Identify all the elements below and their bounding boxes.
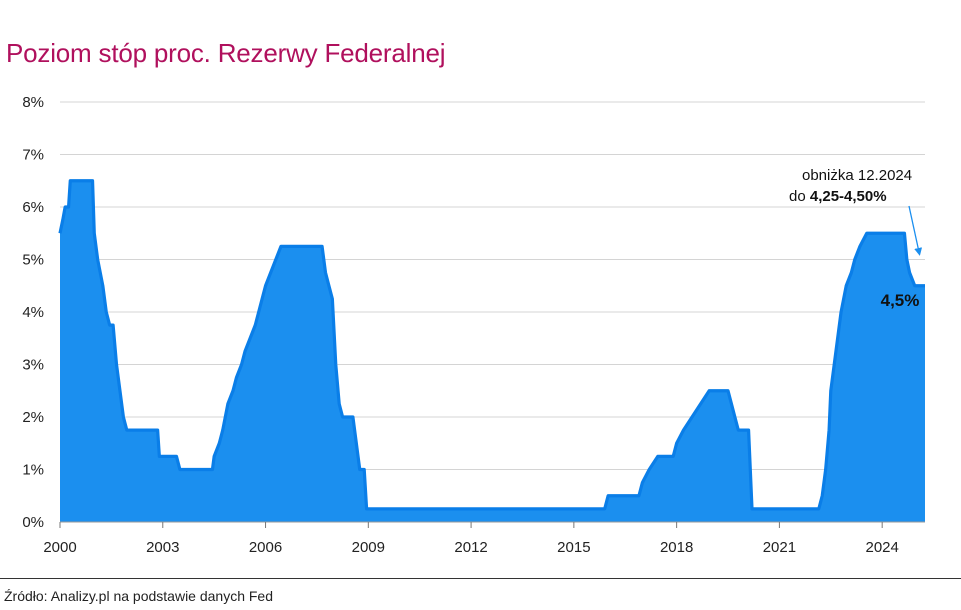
- rate-series: [58, 179, 925, 522]
- x-tick-label: 2000: [43, 539, 76, 556]
- x-tick-label: 2018: [660, 539, 693, 556]
- x-tick-label: 2009: [352, 539, 385, 556]
- y-tick-label: 4%: [22, 304, 44, 321]
- last-value-label: 4,5%: [881, 291, 920, 310]
- x-tick-label: 2006: [249, 539, 282, 556]
- x-axis: 2000 2003 2006 2009 2012 2015 2018 2021 2024: [43, 521, 925, 556]
- rate-line: [58, 179, 925, 511]
- rate-area-fill: [60, 180, 925, 522]
- x-tick-label: 2021: [763, 539, 796, 556]
- y-tick-label: 0%: [22, 514, 44, 531]
- annotation-arrow: [908, 205, 923, 256]
- y-tick-label: 2%: [22, 409, 44, 426]
- y-axis: 0% 1% 2% 3% 4% 5% 6% 7% 8%: [22, 94, 44, 531]
- gridlines: [60, 101, 925, 470]
- footer-divider: [0, 578, 961, 579]
- annotation-line1: obniżka 12.2024: [802, 167, 912, 184]
- annotation: obniżka 12.2024 do 4,25-4,50% 4,5%: [789, 167, 923, 310]
- chart-canvas: 0%1%2%3%4%5%6%7%8% 2000 2003 2006 2009 2012 2…: [22, 94, 925, 556]
- y-tick-label: 6%: [22, 199, 44, 216]
- annotation-line2-prefix: do: [789, 188, 810, 205]
- chart-title: Poziom stóp proc. Rezerwy Federalnej: [6, 38, 446, 68]
- y-tick-label: 7%: [22, 147, 44, 164]
- annotation-line2: do 4,25-4,50%: [789, 188, 887, 205]
- y-tick-label: 3%: [22, 357, 44, 374]
- y-tick-label: 8%: [22, 94, 44, 111]
- annotation-line2-bold: 4,25-4,50%: [810, 188, 887, 205]
- x-tick-label: 2012: [454, 539, 487, 556]
- y-tick-label: 1%: [22, 462, 44, 479]
- source-note: Źródło: Analizy.pl na podstawie danych F…: [4, 588, 274, 604]
- y-tick-label: 5%: [22, 252, 44, 269]
- x-tick-label: 2003: [146, 539, 179, 556]
- x-tick-label: 2015: [557, 539, 590, 556]
- x-tick-label: 2024: [865, 539, 898, 556]
